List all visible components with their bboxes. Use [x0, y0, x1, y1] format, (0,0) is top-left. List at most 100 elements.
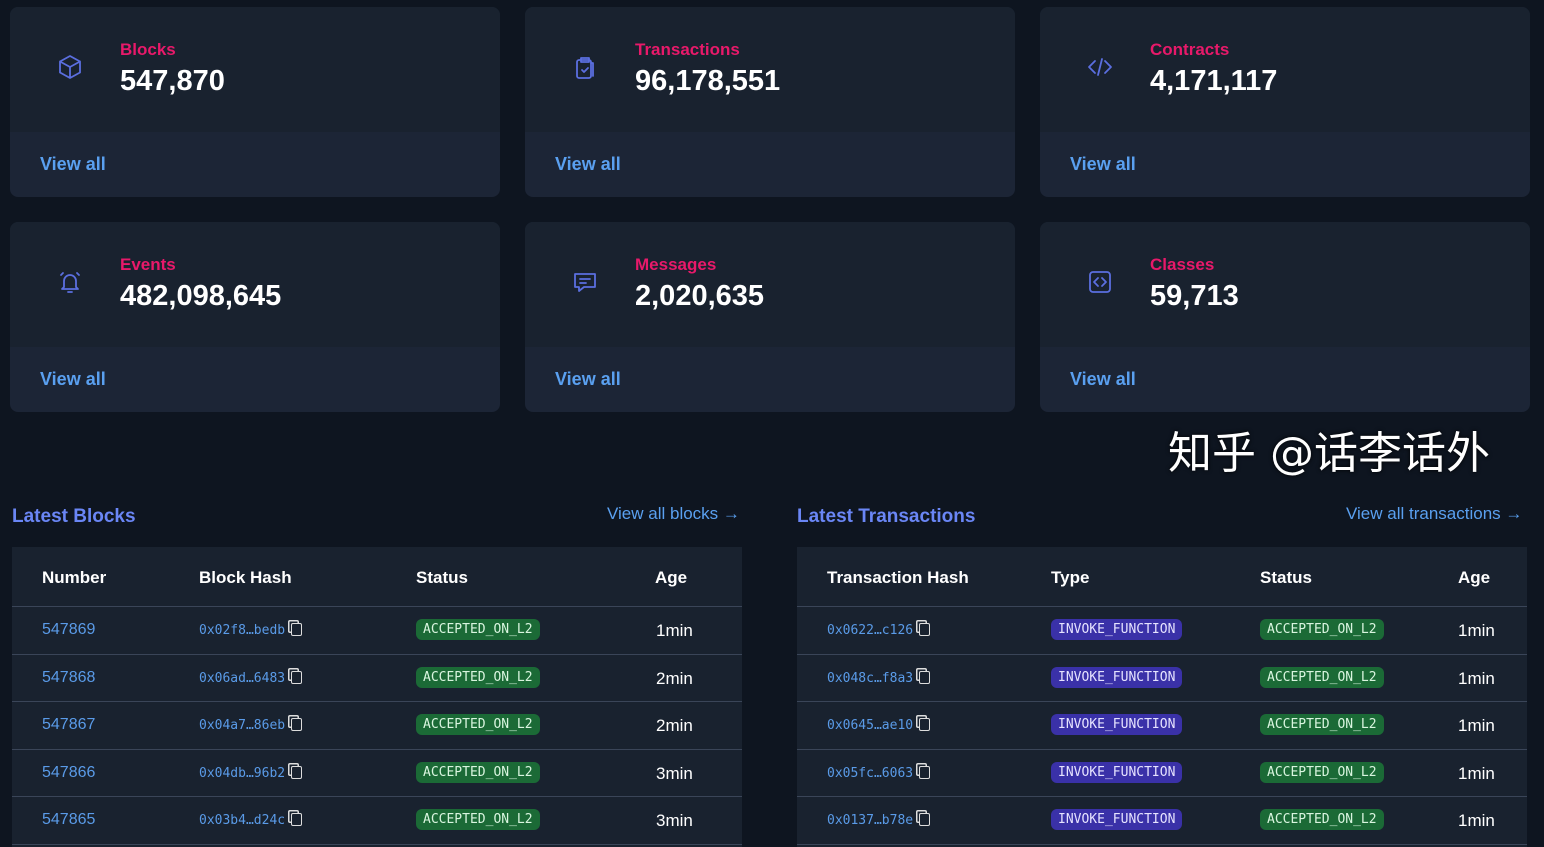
block-number-link[interactable]: 547868 — [42, 668, 96, 686]
table-row: 0x05fc…6063 INVOKE_FUNCTION ACCEPTED_ON_… — [797, 750, 1527, 797]
status-badge: ACCEPTED_ON_L2 — [416, 619, 540, 640]
view-all-link[interactable]: View all — [40, 154, 106, 174]
table-header: Transaction Hash Type Status Age — [797, 547, 1527, 607]
block-hash-link[interactable]: 0x04a7…86eb — [199, 718, 286, 733]
type-badge: INVOKE_FUNCTION — [1051, 761, 1183, 783]
table-row: 0x0137…b78e INVOKE_FUNCTION ACCEPTED_ON_… — [797, 797, 1527, 845]
block-number-link[interactable]: 547869 — [42, 621, 96, 638]
column-header: Type — [1051, 568, 1090, 587]
clipboard-icon — [576, 57, 594, 79]
stat-value: 4,171,117 — [1150, 65, 1278, 97]
copy-icon[interactable] — [919, 623, 931, 636]
view-all-link[interactable]: View all — [1070, 369, 1136, 389]
column-header: Status — [416, 568, 468, 587]
copy-icon[interactable] — [919, 670, 931, 684]
transaction-hash-link[interactable]: 0x0137…b78e — [827, 813, 914, 828]
table-row: 547866 0x04db…96b2 ACCEPTED_ON_L2 3min — [12, 750, 742, 797]
copy-icon[interactable] — [291, 718, 303, 731]
copy-icon[interactable] — [919, 718, 931, 731]
age: 1min — [1458, 716, 1495, 735]
table-row: 547867 0x04a7…86eb ACCEPTED_ON_L2 2min — [12, 702, 742, 750]
transaction-hash-link[interactable]: 0x05fc…6063 — [827, 765, 914, 781]
latest-blocks-title: Latest Blocks — [12, 506, 136, 527]
latest-transactions-title: Latest Transactions — [797, 506, 976, 527]
table-header: Number Block Hash Status Age — [12, 547, 742, 607]
code-square-icon — [1089, 271, 1111, 293]
status-badge: ACCEPTED_ON_L2 — [416, 809, 540, 830]
age: 3min — [656, 811, 693, 830]
stat-label: Classes — [1150, 255, 1215, 274]
status-badge: ACCEPTED_ON_L2 — [1260, 619, 1384, 640]
code-icon — [1088, 58, 1112, 76]
bell-icon — [60, 272, 80, 293]
table-row: 0x0622…c126 INVOKE_FUNCTION ACCEPTED_ON_… — [797, 607, 1527, 655]
age: 1min — [1458, 621, 1495, 640]
type-badge: INVOKE_FUNCTION — [1051, 619, 1183, 640]
latest-blocks-table: Number Block Hash Status Age 547869 0x02… — [12, 547, 742, 847]
block-hash-link[interactable]: 0x06ad…6483 — [199, 670, 286, 686]
transaction-hash-link[interactable]: 0x0645…ae10 — [827, 718, 914, 733]
column-header: Age — [655, 568, 688, 587]
table-row: 0x0645…ae10 INVOKE_FUNCTION ACCEPTED_ON_… — [797, 702, 1527, 750]
stat-label: Events — [120, 255, 176, 274]
view-all-transactions-link[interactable]: View all transactions → — [1346, 504, 1523, 523]
message-icon — [574, 273, 596, 292]
copy-icon[interactable] — [919, 813, 931, 826]
copy-icon[interactable] — [291, 670, 303, 684]
type-badge: INVOKE_FUNCTION — [1051, 809, 1183, 830]
age: 3min — [656, 763, 693, 783]
stat-card-messages: Messages 2,020,635 View all — [525, 222, 1015, 412]
column-header: Transaction Hash — [827, 568, 969, 587]
status-badge: ACCEPTED_ON_L2 — [1260, 809, 1384, 830]
view-all-link[interactable]: View all — [40, 369, 106, 389]
table-row: 547868 0x06ad…6483 ACCEPTED_ON_L2 2min — [12, 655, 742, 702]
type-badge: INVOKE_FUNCTION — [1051, 666, 1183, 688]
block-number-link[interactable]: 547867 — [42, 716, 96, 733]
status-badge: ACCEPTED_ON_L2 — [416, 714, 540, 735]
stat-value: 2,020,635 — [635, 280, 765, 312]
status-badge: ACCEPTED_ON_L2 — [1260, 666, 1384, 688]
view-all-blocks-link[interactable]: View all blocks → — [607, 504, 740, 523]
status-badge: ACCEPTED_ON_L2 — [416, 761, 540, 783]
block-hash-link[interactable]: 0x03b4…d24c — [199, 813, 286, 828]
transaction-hash-link[interactable]: 0x0622…c126 — [827, 623, 914, 638]
block-number-link[interactable]: 547865 — [42, 811, 96, 828]
table-row: 547869 0x02f8…bedb ACCEPTED_ON_L2 1min — [12, 607, 742, 655]
watermark: 知乎 @话李话外 — [1168, 428, 1490, 479]
block-hash-link[interactable]: 0x02f8…bedb — [199, 623, 286, 638]
status-badge: ACCEPTED_ON_L2 — [416, 666, 540, 688]
transaction-hash-link[interactable]: 0x048c…f8a3 — [827, 670, 914, 686]
stat-value: 482,098,645 — [120, 280, 282, 312]
age: 1min — [656, 621, 693, 640]
latest-transactions-table: Transaction Hash Type Status Age 0x0622…… — [797, 547, 1527, 847]
age: 1min — [1458, 811, 1495, 830]
column-header: Age — [1458, 568, 1491, 587]
cube-icon — [59, 55, 81, 79]
block-number-link[interactable]: 547866 — [42, 763, 96, 781]
age: 1min — [1458, 668, 1495, 688]
copy-icon[interactable] — [291, 765, 303, 779]
stat-value: 547,870 — [120, 65, 225, 97]
stat-card-classes: Classes 59,713 View all — [1040, 222, 1530, 412]
column-header: Block Hash — [199, 568, 292, 587]
view-all-link[interactable]: View all — [555, 154, 621, 174]
stat-card-blocks: Blocks 547,870 View all — [10, 7, 500, 197]
stat-value: 59,713 — [1150, 280, 1239, 312]
stat-value: 96,178,551 — [635, 65, 781, 97]
stat-label: Transactions — [635, 40, 740, 59]
stat-label: Messages — [635, 255, 717, 274]
age: 1min — [1458, 763, 1495, 783]
type-badge: INVOKE_FUNCTION — [1051, 714, 1183, 735]
copy-icon[interactable] — [291, 813, 303, 826]
status-badge: ACCEPTED_ON_L2 — [1260, 714, 1384, 735]
column-header: Status — [1260, 568, 1312, 587]
copy-icon[interactable] — [919, 765, 931, 779]
age: 2min — [656, 716, 693, 735]
age: 2min — [656, 668, 693, 688]
view-all-link[interactable]: View all — [1070, 154, 1136, 174]
stat-label: Contracts — [1150, 40, 1230, 59]
stat-card-events: Events 482,098,645 View all — [10, 222, 500, 412]
block-hash-link[interactable]: 0x04db…96b2 — [199, 765, 286, 781]
copy-icon[interactable] — [291, 623, 303, 636]
view-all-link[interactable]: View all — [555, 369, 621, 389]
